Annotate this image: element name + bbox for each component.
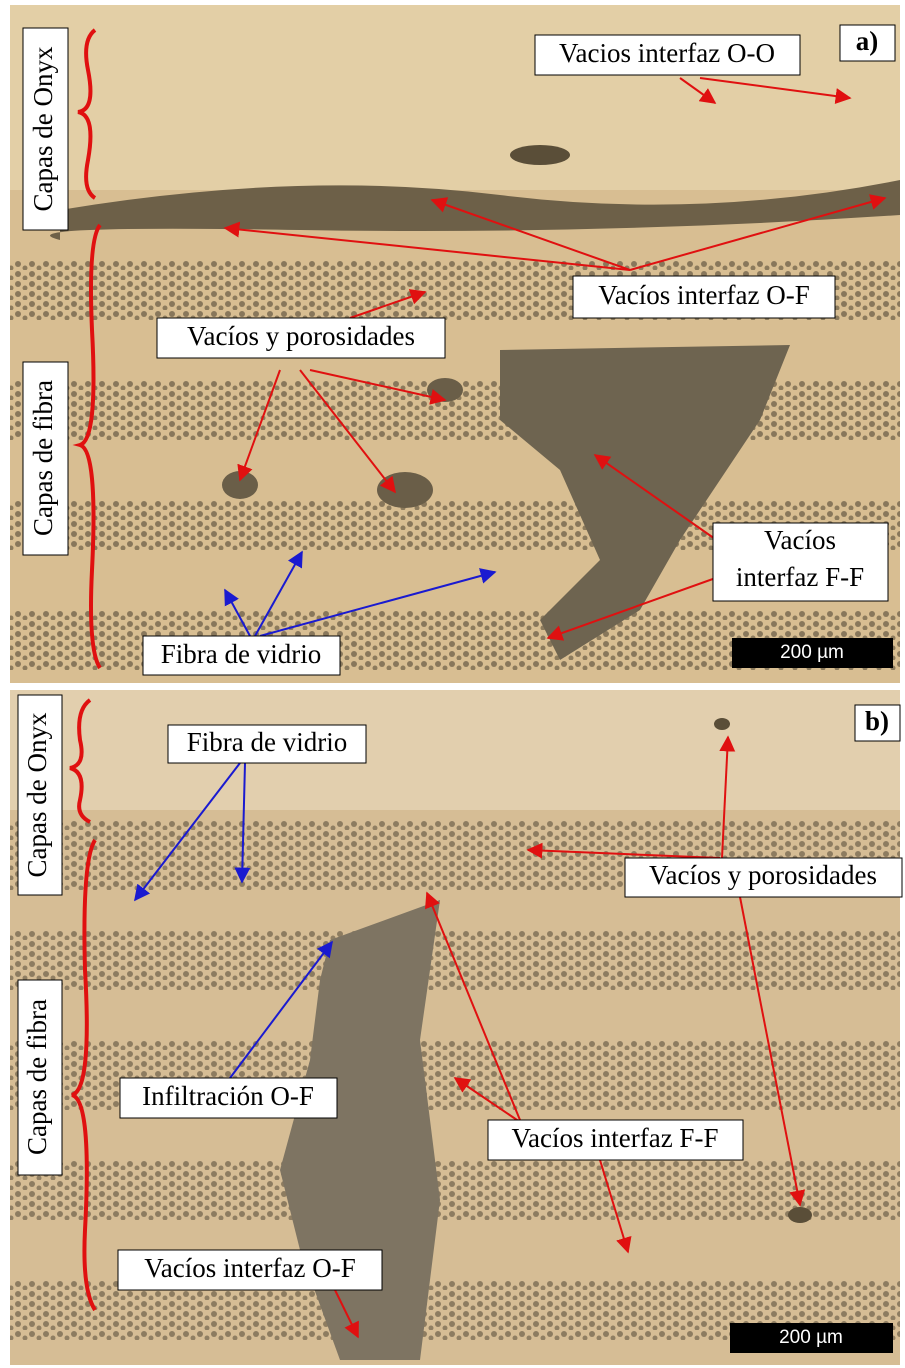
annotation: Vacíos y porosidades <box>187 321 415 351</box>
annotation: Vacíos <box>764 525 836 555</box>
scale-bar-label: 200 µm <box>779 1327 843 1348</box>
panel-tag: b) <box>865 706 889 736</box>
side-label: Capas de Onyx <box>28 46 58 211</box>
annotation: Infiltración O-F <box>142 1081 314 1111</box>
annotation: Vacíos interfaz O-F <box>598 280 809 310</box>
annotation: Fibra de vidrio <box>161 639 321 669</box>
annotation: interfaz F-F <box>736 562 864 592</box>
page: Capas de Onyx Capas de fibra a) Vacios i… <box>0 0 905 1368</box>
figure: Capas de Onyx Capas de fibra a) Vacios i… <box>0 0 905 1368</box>
scale-bar-label: 200 µm <box>780 642 844 663</box>
annotation: Vacíos y porosidades <box>649 860 877 890</box>
annotation: Vacíos interfaz F-F <box>512 1123 719 1153</box>
annotation: Vacíos interfaz O-F <box>144 1253 355 1283</box>
panel-tag: a) <box>856 26 879 56</box>
side-label: Capas de fibra <box>22 999 52 1155</box>
annotation: Vacios interfaz O-O <box>559 38 775 68</box>
side-label: Capas de fibra <box>28 380 58 536</box>
side-label: Capas de Onyx <box>22 712 52 877</box>
annotation: Fibra de vidrio <box>187 727 347 757</box>
